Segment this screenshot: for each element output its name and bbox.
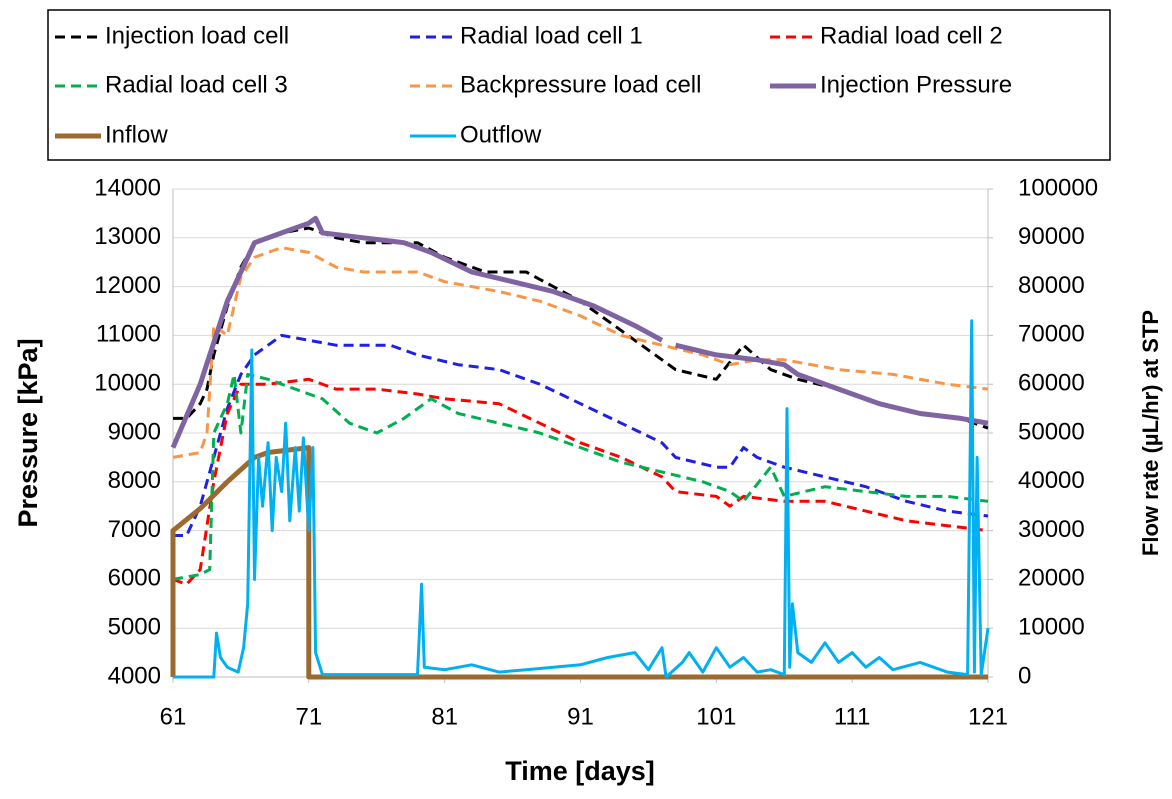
series-line (173, 319, 990, 679)
y2-tick-label: 60000 (1018, 370, 1085, 397)
x-tick-label: 71 (295, 703, 322, 730)
y2-tick-label: 40000 (1018, 467, 1085, 494)
legend-label: Radial load cell 2 (820, 22, 1003, 49)
series-line (173, 226, 989, 430)
y2-tick-label: 50000 (1018, 418, 1085, 445)
legend-label: Radial load cell 3 (105, 71, 288, 98)
legend-label: Inflow (105, 121, 168, 148)
y2-tick-label: 10000 (1018, 614, 1085, 641)
y-tick-label: 4000 (108, 662, 161, 689)
y2-tick-label: 0 (1018, 662, 1031, 689)
y2-axis-title: Flow rate (µL/hr) at STP (1138, 310, 1163, 556)
y-tick-label: 13000 (94, 223, 161, 250)
y-tick-label: 14000 (94, 174, 161, 201)
y-tick-label: 10000 (94, 370, 161, 397)
y-tick-label: 11000 (96, 321, 161, 348)
x-axis-title: Time [days] (505, 756, 655, 786)
series-line (172, 372, 989, 581)
legend-label: Injection Pressure (820, 71, 1012, 98)
legend-label: Backpressure load cell (460, 71, 701, 98)
x-tick-label: 91 (567, 703, 594, 730)
series-line (172, 377, 989, 586)
legend-label: Outflow (460, 121, 542, 148)
series-line (170, 215, 989, 449)
y2-tick-label: 30000 (1018, 516, 1085, 543)
legend-label: Injection load cell (105, 22, 289, 49)
y2-tick-label: 70000 (1018, 321, 1085, 348)
legend-box (47, 9, 1111, 161)
x-tick-label: 111 (834, 703, 870, 730)
legend-label: Radial load cell 1 (460, 22, 643, 49)
y-tick-label: 5000 (108, 614, 161, 641)
series-line (173, 333, 989, 537)
y-tick-label: 8000 (108, 467, 161, 494)
y-tick-label: 7000 (108, 516, 161, 543)
x-tick-label: 101 (696, 703, 736, 730)
x-tick-label: 61 (160, 703, 187, 730)
x-tick-label: 121 (968, 703, 1008, 730)
y-tick-label: 12000 (94, 272, 161, 299)
y-tick-label: 6000 (108, 565, 161, 592)
y-tick-label: 9000 (108, 418, 161, 445)
y2-tick-label: 80000 (1018, 272, 1085, 299)
y2-tick-label: 20000 (1018, 565, 1085, 592)
y2-tick-label: 90000 (1018, 223, 1085, 250)
x-tick-label: 81 (431, 703, 458, 730)
series-line (172, 246, 989, 459)
y2-tick-label: 100000 (1018, 174, 1098, 201)
y-axis-title: Pressure [kPa] (13, 338, 43, 527)
